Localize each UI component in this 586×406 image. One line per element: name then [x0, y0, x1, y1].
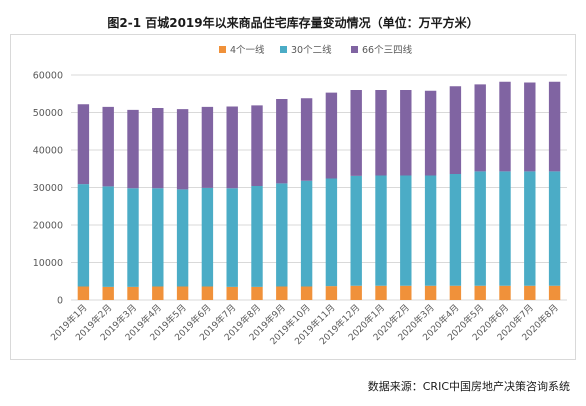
y-tick-label: 60000: [33, 71, 63, 82]
bar-tier1: [449, 285, 462, 300]
bar-tier2: [548, 171, 561, 286]
bar-tier1: [176, 286, 189, 300]
legend-label-tier3: 66个三四线: [362, 44, 413, 56]
bar-tier3: [127, 109, 139, 189]
bar-tier3: [375, 90, 387, 176]
bar-tier2: [152, 188, 164, 287]
bar-tier2: [176, 189, 189, 287]
legend-swatch-tier1: [219, 46, 226, 53]
y-tick-label: 20000: [33, 221, 63, 232]
bar-tier1: [300, 286, 313, 300]
bar-tier3: [424, 90, 437, 176]
bar-tier1: [152, 286, 164, 300]
bar-tier1: [350, 285, 362, 300]
bar-tier1: [474, 285, 486, 300]
y-tick-label: 30000: [33, 183, 63, 194]
bar-tier3: [474, 84, 486, 172]
bar-tier2: [424, 175, 437, 286]
bar-tier2: [102, 186, 114, 287]
bar-tier1: [251, 286, 263, 300]
chart-title: 图2-1 百城2019年以来商品住宅库存量变动情况（单位：万平方米）: [107, 16, 479, 30]
bar-tier2: [276, 183, 288, 287]
bar-tier2: [77, 184, 90, 287]
bar-tier1: [226, 286, 238, 300]
bar-tier2: [499, 171, 511, 286]
data-source-note: 数据来源：CRIC中国房地产决策咨询系统: [367, 380, 570, 393]
bar-tier3: [449, 86, 462, 174]
bar-tier1: [499, 285, 511, 300]
bar-tier1: [127, 286, 139, 300]
bar-tier1: [102, 286, 114, 300]
bar-tier2: [300, 180, 313, 287]
bar-tier1: [548, 285, 561, 300]
legend-swatch-tier3: [351, 46, 358, 53]
bar-tier1: [524, 285, 536, 300]
bar-tier2: [524, 171, 536, 286]
bar-tier1: [77, 286, 90, 300]
bar-tier3: [325, 92, 338, 179]
bar-tier3: [524, 82, 536, 172]
bar-tier1: [276, 286, 288, 300]
legend-label-tier2: 30个二线: [291, 44, 332, 56]
bar-tier1: [325, 286, 338, 300]
bar-tier3: [226, 106, 238, 189]
bar-tier2: [350, 175, 362, 286]
bar-tier2: [400, 175, 412, 286]
bar-tier3: [176, 109, 189, 190]
bar-tier1: [400, 285, 412, 300]
bar-tier3: [300, 98, 313, 181]
bar-tier1: [201, 286, 214, 300]
bar-tier2: [325, 178, 338, 287]
bar-tier2: [449, 174, 462, 286]
y-tick-label: 10000: [33, 258, 63, 269]
bar-tier3: [102, 106, 114, 187]
bar-tier1: [424, 285, 437, 300]
bar-tier3: [251, 105, 263, 186]
y-tick-label: 40000: [33, 146, 63, 157]
bar-tier3: [77, 104, 90, 185]
y-tick-label: 50000: [33, 108, 63, 119]
bar-tier2: [127, 188, 139, 287]
bar-tier2: [201, 187, 214, 287]
bar-tier2: [474, 171, 486, 286]
legend-swatch-tier2: [280, 46, 287, 53]
bar-tier3: [400, 90, 412, 176]
bar-tier2: [375, 175, 387, 286]
bar-tier3: [152, 108, 164, 189]
bar-tier3: [548, 81, 561, 172]
bar-tier3: [276, 99, 288, 184]
bar-tier3: [499, 81, 511, 172]
bar-tier3: [350, 90, 362, 176]
chart-area: 0 10000 20000 30000 40000 50000 60000 2019年1月 20…: [10, 34, 576, 360]
legend-label-tier1: 4个一线: [230, 44, 265, 56]
bar-tier2: [251, 186, 263, 287]
bar-tier2: [226, 188, 238, 287]
chart-svg: 01000020000300004000050000600002019年1月20…: [33, 44, 567, 347]
bar-tier1: [375, 285, 387, 300]
bar-tier3: [201, 106, 214, 188]
y-tick-label: 0: [57, 296, 63, 307]
